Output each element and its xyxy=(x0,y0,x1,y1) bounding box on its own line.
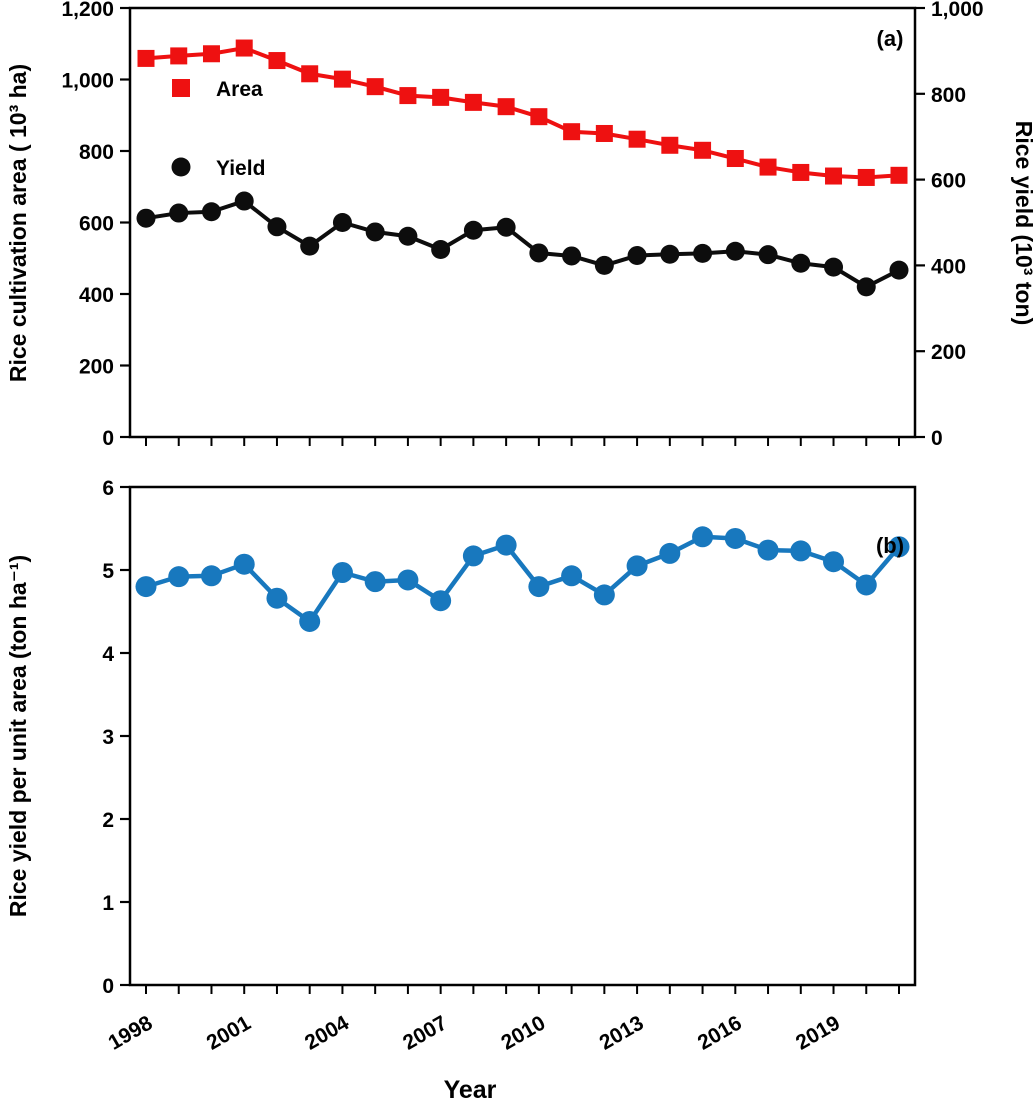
svg-text:0: 0 xyxy=(931,427,943,450)
legend-yield-marker xyxy=(171,157,191,177)
svg-text:0: 0 xyxy=(102,427,114,450)
svg-text:2019: 2019 xyxy=(792,1011,844,1054)
svg-text:800: 800 xyxy=(931,84,966,107)
panel-b-plot: 0 1 2 3 4 5 6 1998 2001 2004 2007 2010 2013 2016 2019 xyxy=(102,477,917,1055)
svg-text:5: 5 xyxy=(102,560,114,583)
svg-text:1,000: 1,000 xyxy=(931,0,984,21)
svg-text:0: 0 xyxy=(102,975,114,998)
panel-b-label: (b) xyxy=(876,533,904,558)
svg-text:2016: 2016 xyxy=(694,1011,746,1054)
svg-text:400: 400 xyxy=(79,284,114,307)
legend-area-marker xyxy=(172,79,190,97)
svg-text:3: 3 xyxy=(102,726,114,749)
svg-text:2013: 2013 xyxy=(596,1011,648,1054)
svg-text:6: 6 xyxy=(102,477,114,500)
panel-a-right-axis-title: Rice yield (10³ ton) xyxy=(1011,121,1036,325)
svg-text:200: 200 xyxy=(931,341,966,364)
svg-text:800: 800 xyxy=(79,141,114,164)
panel-a-left-axis-title: Rice cultivation area ( 10³ ha) xyxy=(5,64,31,382)
panel-a-plot: 0 200 400 600 800 1,000 1,200 0 200 400 600 800 1,00… xyxy=(61,0,983,450)
svg-text:2: 2 xyxy=(102,809,114,832)
panel-b-left-axis-title: Rice yield per unit area (ton ha⁻¹) xyxy=(5,555,31,917)
svg-text:1,200: 1,200 xyxy=(61,0,114,21)
svg-text:200: 200 xyxy=(79,356,114,379)
svg-text:1,000: 1,000 xyxy=(61,70,114,93)
svg-text:2007: 2007 xyxy=(399,1011,451,1054)
panel-a-label: (a) xyxy=(877,26,904,51)
svg-text:1998: 1998 xyxy=(105,1011,157,1054)
svg-text:600: 600 xyxy=(931,170,966,193)
svg-text:600: 600 xyxy=(79,213,114,236)
svg-text:2001: 2001 xyxy=(203,1011,255,1054)
svg-text:400: 400 xyxy=(931,255,966,278)
svg-text:2010: 2010 xyxy=(497,1011,549,1054)
x-axis-title: Year xyxy=(444,1076,497,1104)
svg-text:4: 4 xyxy=(102,643,114,666)
legend: Area Yield xyxy=(171,78,265,180)
legend-yield-label: Yield xyxy=(216,157,265,180)
svg-text:2004: 2004 xyxy=(301,1011,353,1054)
legend-area-label: Area xyxy=(216,78,263,101)
svg-text:1: 1 xyxy=(102,892,114,915)
